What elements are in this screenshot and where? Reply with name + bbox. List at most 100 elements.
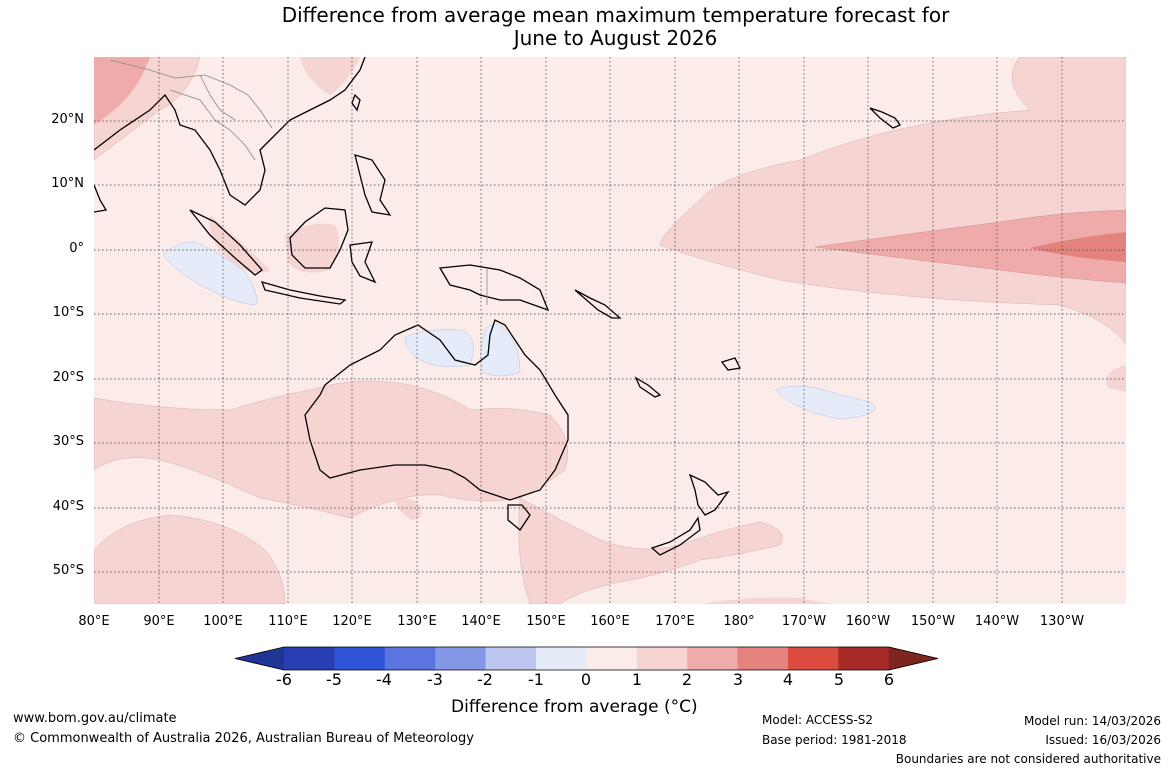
coastline-solomon-islands (574, 289, 622, 319)
coastlines (94, 57, 901, 556)
colorbar-tick-label: 4 (782, 670, 794, 689)
lon-label-80e: 80°E (78, 614, 110, 629)
colorbar-swatch (536, 647, 587, 670)
issued-date: Issued: 16/03/2026 (1045, 733, 1161, 747)
country-boundaries (109, 59, 488, 305)
colorbar-tick-label: 0 (580, 670, 592, 689)
lon-label-170e: 170°E (655, 614, 695, 629)
colorbar-tick-label: 3 (732, 670, 744, 689)
lon-label-140w: 140°W (974, 614, 1020, 629)
lon-label-150w: 150°W (910, 614, 956, 629)
colorbar-swatch (485, 647, 537, 670)
colorbar-swatch (737, 647, 789, 670)
anomaly-region-south-edge (700, 597, 830, 604)
colorbar-swatch (586, 647, 638, 670)
lat-label-0: 0° (69, 241, 84, 256)
colorbar-tick-label: -5 (326, 670, 342, 689)
colorbar-tick-label: 6 (883, 670, 895, 689)
lat-label-40s: 40°S (52, 499, 84, 514)
website-link[interactable]: www.bom.gov.au/climate (13, 711, 177, 726)
lon-label-170w: 170°W (781, 614, 827, 629)
coastline-new-guinea (438, 264, 550, 312)
graticule (94, 57, 1126, 604)
coastline-new-caledonia (634, 376, 662, 398)
anomaly-region-equatorial-band (814, 209, 1126, 284)
lon-label-110e: 110°E (268, 614, 308, 629)
lon-label-160w: 160°W (845, 614, 891, 629)
anomaly-region-australia (94, 380, 569, 519)
anomaly-region-borneo (285, 223, 339, 273)
colorbar (234, 646, 939, 671)
lon-label-150e: 150°E (526, 614, 566, 629)
coastline-taiwan (351, 93, 361, 112)
lon-label-130e: 130°E (397, 614, 437, 629)
anomaly-region-central-pacific (1106, 365, 1126, 392)
disclaimer: Boundaries are not considered authoritat… (895, 752, 1161, 766)
anomaly-shading (94, 57, 1126, 604)
coastline-sumatra (189, 209, 263, 276)
anomaly-region-india-strong (94, 57, 150, 125)
copyright: © Commonwealth of Australia 2026, Austra… (13, 731, 474, 746)
anomaly-region-equatorial-core (1030, 232, 1126, 262)
coastline-tasmania (507, 504, 531, 531)
colorbar-outline (234, 646, 939, 671)
colorbar-tick-label: 5 (833, 670, 845, 689)
coastline-new-zealand-north (688, 473, 730, 516)
anomaly-region-indian-ocean-cool (162, 241, 258, 306)
colorbar-swatch (435, 647, 487, 670)
colorbar-tick-label: -6 (276, 670, 292, 689)
anomaly-region-bight (395, 498, 422, 520)
anomaly-region-tasman (518, 497, 783, 604)
anomaly-region-fiji-cool (774, 385, 876, 419)
lon-label-100e: 100°E (203, 614, 243, 629)
lat-label-30s: 30°S (52, 434, 84, 449)
coastline-new-zealand-south (650, 516, 701, 556)
lon-label-120e: 120°E (332, 614, 372, 629)
chart-title: Difference from average mean maximum tem… (0, 4, 1173, 50)
lat-label-10n: 10°N (51, 176, 84, 191)
lat-label-10s: 10°S (52, 305, 84, 320)
coastline-fiji (720, 357, 741, 371)
anomaly-region-pacific-tongue (659, 57, 1126, 346)
colorbar-label: Difference from average (°C) (451, 697, 698, 717)
anomaly-region-southern-ocean-west (94, 514, 286, 604)
colorbar-tick-label: 1 (631, 670, 643, 689)
coastline-india (94, 184, 108, 213)
lat-label-20s: 20°S (52, 370, 84, 385)
coastline-australia (304, 319, 569, 501)
base-period: Base period: 1981-2018 (762, 733, 907, 747)
coastline-java (260, 281, 347, 305)
boundary-asia-3 (199, 74, 236, 121)
colorbar-tick-label: -1 (528, 670, 544, 689)
anomaly-region-north-pacific (300, 57, 360, 95)
lon-label-90e: 90°E (143, 614, 175, 629)
lon-label-140e: 140°E (461, 614, 501, 629)
lat-label-20n: 20°N (51, 112, 84, 127)
title-line-2: June to August 2026 (513, 26, 718, 50)
colorbar-extend-low (235, 647, 284, 670)
model-run: Model run: 14/03/2026 (1023, 714, 1161, 728)
boundary-asia-1 (109, 59, 273, 129)
colorbar-swatch (384, 647, 436, 670)
coastline-asia (94, 57, 366, 206)
anomaly-region-gulf-cool (404, 329, 474, 367)
lon-label-160e: 160°E (590, 614, 630, 629)
colorbar-tick-label: 2 (681, 670, 693, 689)
colorbar-swatch (838, 647, 890, 670)
lon-label-180: 180° (723, 614, 755, 629)
colorbar-tick-label: -3 (427, 670, 443, 689)
colorbar-extend-high (888, 647, 938, 670)
colorbar-swatch (788, 647, 839, 670)
colorbar-swatch (636, 647, 688, 670)
colorbar-swatch (687, 647, 739, 670)
lon-label-130w: 130°W (1039, 614, 1085, 629)
colorbar-swatch (334, 647, 386, 670)
colorbar-swatch (284, 647, 335, 670)
coastline-hawaii (869, 107, 901, 129)
coastline-borneo (289, 207, 349, 269)
model-info: Model: ACCESS-S2 (762, 713, 874, 727)
lat-label-50s: 50°S (52, 563, 84, 578)
coastline-philippines (354, 154, 392, 216)
boundary-asia-2 (169, 89, 256, 161)
